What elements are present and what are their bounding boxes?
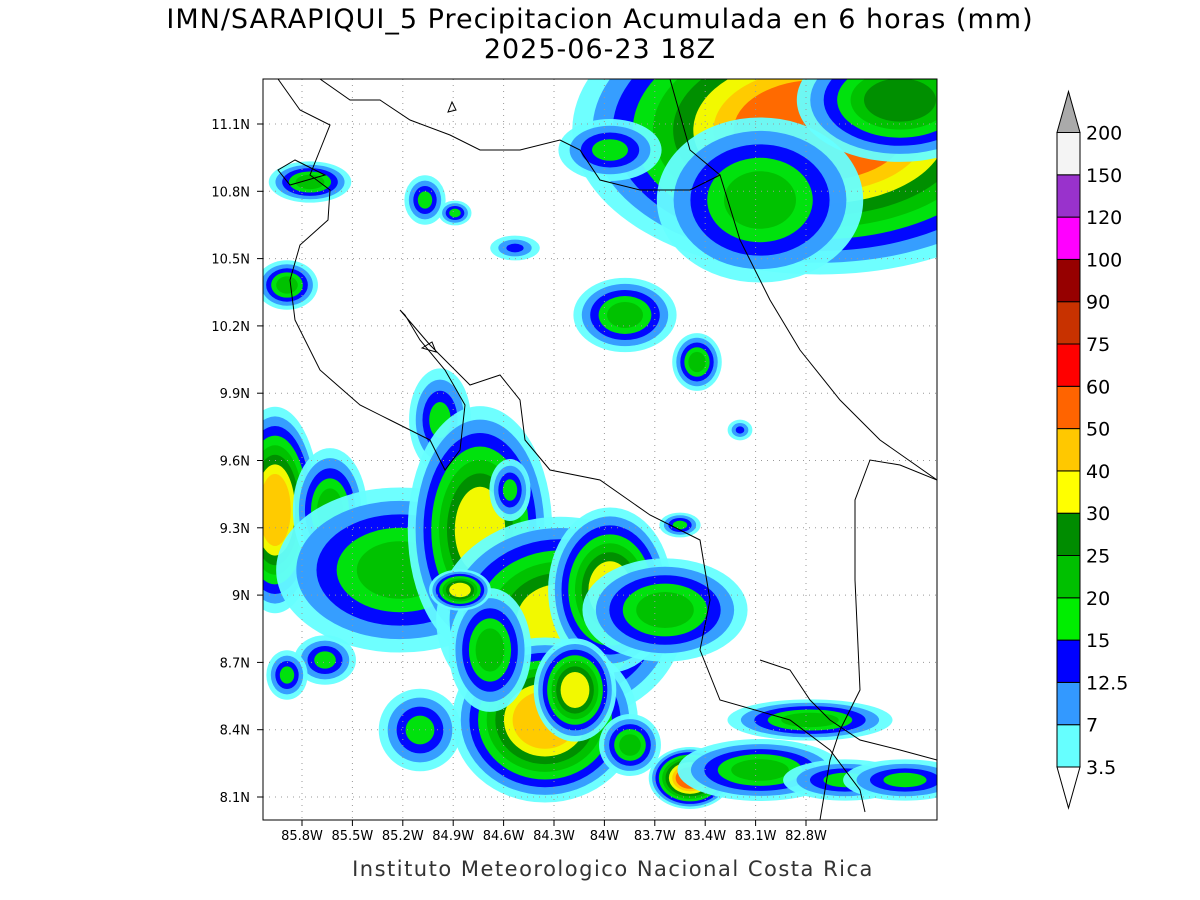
- precip-area: [502, 479, 518, 501]
- lat-tick-label: 10.8N: [211, 185, 250, 200]
- lat-tick-label: 11.1N: [211, 118, 250, 133]
- footer: Instituto Meteorologico Nacional Costa R…: [352, 857, 874, 881]
- colorbar-segment: [1056, 639, 1081, 683]
- subtitle: 2025-06-23 18Z: [484, 34, 716, 65]
- colorbar-label: 15: [1086, 630, 1110, 652]
- lon-tick-label: 83.7W: [634, 829, 676, 844]
- precip-area: [864, 79, 936, 122]
- colorbar-over: [1056, 89, 1081, 133]
- lon-tick-label: 82.8W: [785, 829, 827, 844]
- colorbar-label: 30: [1086, 503, 1110, 525]
- lat-tick-label: 9N: [232, 589, 250, 604]
- colorbar-segment: [1056, 512, 1081, 557]
- lake: [277, 100, 457, 353]
- colorbar-under: [1056, 766, 1081, 810]
- colorbar-label: 25: [1086, 546, 1110, 568]
- precipitation-field: [263, 79, 937, 809]
- lon-tick-label: 84W: [590, 829, 620, 844]
- colorbar-segment: [1056, 555, 1081, 599]
- colorbar-label: 75: [1086, 334, 1110, 356]
- colorbar-label: 90: [1086, 292, 1110, 314]
- colorbar-segment: [1056, 216, 1081, 260]
- colorbar-label: 12.5: [1086, 672, 1128, 694]
- precip-area: [314, 651, 336, 669]
- lat-tick-label: 8.1N: [220, 791, 250, 806]
- precip-area: [688, 351, 706, 373]
- lon-tick-label: 83.4W: [684, 829, 726, 844]
- precip-area: [475, 628, 505, 672]
- colorbar-label: 60: [1086, 376, 1110, 398]
- colorbar-segment: [1056, 301, 1081, 345]
- lon-tick-label: 84.3W: [533, 829, 575, 844]
- precip-area: [417, 191, 433, 209]
- precip-area: [449, 208, 461, 218]
- coastlines: [277, 79, 937, 820]
- colorbar-segment: [1056, 597, 1081, 641]
- lat-tick-label: 10.2N: [211, 320, 250, 335]
- colorbar-segment: [1056, 470, 1081, 514]
- precip-area: [449, 582, 471, 598]
- lat-tick-label: 8.4N: [220, 724, 250, 739]
- colorbar-segment: [1056, 343, 1081, 387]
- precip-area: [672, 520, 688, 530]
- lon-tick-label: 85.5W: [331, 829, 373, 844]
- precip-area: [506, 243, 524, 253]
- lon-tick-label: 83.1W: [735, 829, 777, 844]
- precip-area: [263, 474, 291, 546]
- colorbar-segment: [1056, 385, 1081, 430]
- precip-area: [883, 772, 927, 788]
- colorbar-label: 120: [1086, 207, 1122, 229]
- colorbar-label: 40: [1086, 461, 1110, 483]
- colorbar-label: 150: [1086, 165, 1122, 187]
- colorbar-label: 3.5: [1086, 757, 1116, 779]
- colorbar-segment: [1056, 724, 1081, 768]
- precip-area: [295, 174, 325, 190]
- border: [669, 79, 937, 820]
- lon-tick-label: 84.9W: [432, 829, 474, 844]
- precip-area: [276, 276, 298, 294]
- lat-tick-label: 9.3N: [220, 522, 250, 537]
- colorbar-label: 50: [1086, 419, 1110, 441]
- colorbar-segment: [1056, 681, 1081, 726]
- precip-area: [619, 734, 641, 756]
- colorbar-segment: [1056, 174, 1081, 218]
- title: IMN/SARAPIQUI_5 Precipitacion Acumulada …: [166, 4, 1033, 35]
- colorbar-segment: [1056, 428, 1081, 472]
- lon-tick-label: 85.8W: [281, 829, 323, 844]
- precip-area: [607, 302, 643, 328]
- grid: 85.8W 85.5W 85.2W 84.9W 84.6W 84.3W 84W 83.7W 83…: [211, 79, 937, 844]
- precip-area: [592, 139, 628, 161]
- colorbar-label: 200: [1086, 123, 1122, 145]
- lat-tick-label: 10.5N: [211, 253, 250, 268]
- colorbar: 3.5 7 12.5 15 20 25 30 40 50 60 75 90 100 120 150 200: [1056, 89, 1128, 810]
- coastline: [319, 79, 937, 481]
- colorbar-segment: [1056, 258, 1081, 303]
- precip-area: [279, 666, 295, 684]
- precip-area: [735, 426, 745, 434]
- colorbar-segment: [1056, 132, 1081, 176]
- precip-area: [560, 672, 590, 708]
- precip-area: [636, 592, 694, 628]
- colorbar-label: 20: [1086, 588, 1110, 610]
- precip-area: [724, 171, 796, 229]
- lon-tick-label: 84.6W: [483, 829, 525, 844]
- precip-area: [731, 759, 789, 781]
- colorbar-label: 100: [1086, 249, 1122, 271]
- coastline: [277, 79, 866, 813]
- lat-tick-label: 8.7N: [220, 656, 250, 671]
- lon-tick-label: 85.2W: [382, 829, 424, 844]
- map-frame: [262, 78, 938, 821]
- colorbar-label: 7: [1086, 715, 1098, 737]
- lat-tick-label: 9.9N: [220, 387, 250, 402]
- lat-tick-label: 9.6N: [220, 455, 250, 470]
